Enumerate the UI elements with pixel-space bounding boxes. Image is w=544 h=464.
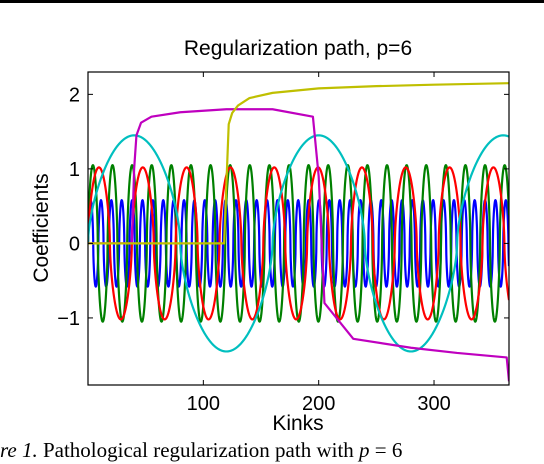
series-line-6 [88, 82, 509, 245]
caption-text: Pathological regularization path with [37, 438, 360, 462]
series-line-3 [88, 166, 509, 321]
y-tick-label: 0 [69, 233, 80, 255]
caption-math: p [359, 438, 370, 462]
series-group [88, 82, 509, 382]
y-axis-label: Coefficients [30, 173, 53, 282]
chart-title: Regularization path, p=6 [184, 37, 412, 60]
axis-ticks: 100 200 300 −1 0 1 2 [57, 72, 509, 415]
x-axis-label: Kinks [272, 412, 323, 435]
series-line-5 [88, 108, 509, 382]
caption-tail: = 6 [369, 438, 403, 462]
top-border-line [0, 0, 544, 3]
figure-caption: re 1. Pathological regularization path w… [0, 438, 544, 464]
x-tick-label: 200 [302, 393, 335, 415]
series-line-4 [88, 134, 509, 353]
chart: Regularization path, p=6 100 200 300−1012 … [30, 37, 510, 435]
y-tick-label: −1 [57, 308, 80, 330]
plot-frame [87, 71, 510, 386]
y-tick-label: 2 [69, 84, 80, 106]
caption-lead: re 1. [0, 438, 38, 462]
y-tick-label: 1 [69, 159, 80, 181]
x-tick-label: 100 [187, 393, 220, 415]
x-tick-label: 300 [417, 393, 450, 415]
